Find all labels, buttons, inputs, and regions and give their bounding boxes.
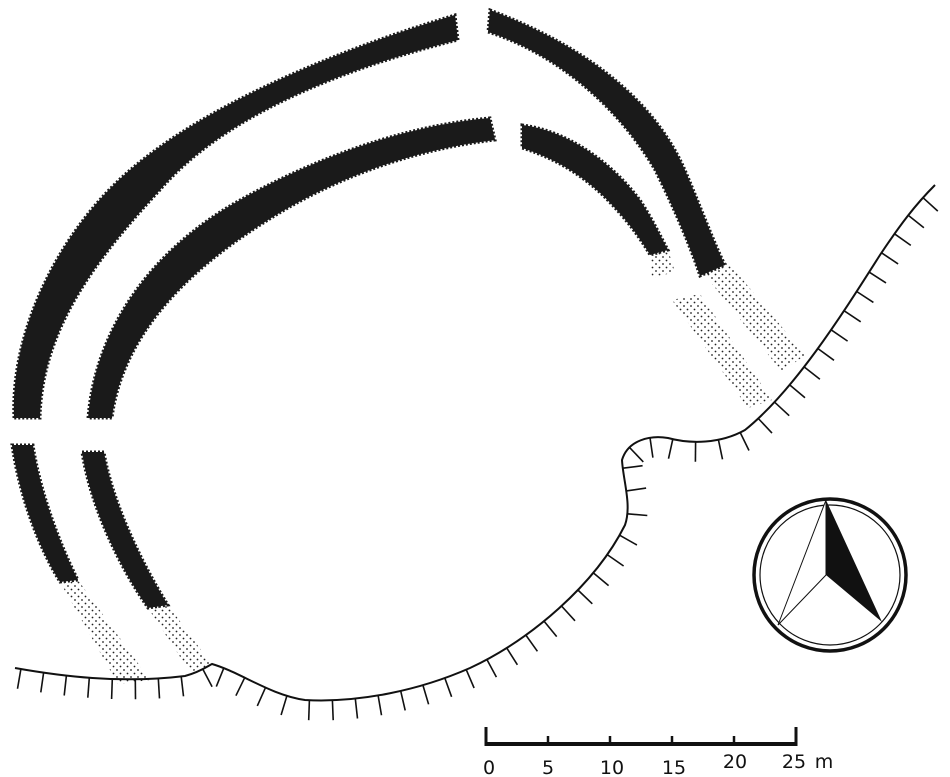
scale-unit-label: m	[815, 751, 834, 773]
hachure-tick	[649, 437, 654, 458]
hachure-tick	[803, 366, 821, 380]
hachure-tick	[354, 698, 359, 719]
north-arrow-ring	[752, 497, 908, 653]
hachure-tick	[525, 634, 539, 652]
outer-bank-southwest	[10, 443, 81, 584]
stippled-bank-east-inner	[672, 294, 772, 408]
scale-label-10: 10	[600, 757, 624, 777]
hachure-tick	[63, 675, 68, 696]
hachure-tick	[789, 384, 806, 399]
scale-label-25: 25	[782, 751, 806, 773]
stippled-bank-northeast-inner	[650, 250, 675, 278]
hachure-tick	[592, 572, 610, 587]
hachure-tick	[856, 290, 874, 304]
hachure-tick	[894, 233, 912, 247]
hachure-tick	[560, 605, 576, 622]
hachure-tick	[16, 668, 22, 689]
scale-label-0: 0	[483, 757, 495, 777]
hachure-tick	[399, 690, 406, 711]
hachure-tick	[256, 687, 267, 707]
hachure-tick	[606, 553, 625, 567]
outer-bank-northeast	[486, 7, 728, 279]
north-arrow	[752, 497, 908, 653]
hachure-tick	[868, 271, 887, 284]
hachure-tick	[202, 668, 213, 688]
inner-bank-southwest	[80, 450, 171, 610]
scarp-line	[14, 184, 936, 702]
hachure-tick	[215, 667, 225, 687]
hachure-tick	[773, 401, 790, 417]
hachure-tick	[627, 513, 648, 517]
hachure-tick	[444, 677, 453, 698]
hachure-tick	[622, 464, 643, 469]
hachure-tick	[543, 620, 558, 638]
hachure-tick	[739, 432, 750, 451]
hachure-tick	[506, 647, 519, 666]
hachure-tick	[307, 700, 311, 721]
inner-bank-northwest	[86, 116, 497, 420]
hachure-tick	[422, 684, 430, 705]
stippled-bank-southwest-inner	[148, 605, 212, 672]
hachure-tick	[922, 197, 939, 212]
stippled-bank-southwest-outer	[60, 580, 150, 684]
hachure-tick	[331, 700, 334, 721]
hachure-tick	[817, 347, 835, 361]
hachure-tick	[843, 310, 862, 323]
hachure-tick	[881, 252, 899, 265]
scale-label-20: 20	[723, 751, 747, 773]
scale-label-15: 15	[662, 757, 686, 777]
north-arrow-light-half	[777, 499, 827, 626]
hachure-tick	[907, 214, 925, 229]
scale-label-5: 5	[542, 757, 554, 777]
north-arrow-dark-half	[826, 500, 882, 622]
hachure-tick	[626, 487, 647, 492]
hachure-tick	[717, 439, 724, 460]
hachure-tick	[87, 677, 91, 698]
hachure-tick	[486, 659, 498, 678]
north-arrow-inner-ring	[759, 504, 901, 646]
scarp-hachures	[16, 197, 939, 721]
hachure-tick	[757, 417, 773, 434]
hachure-tick	[180, 676, 185, 697]
hachure-tick	[465, 669, 475, 689]
hachure-tick	[628, 446, 644, 463]
hachure-tick	[40, 672, 45, 693]
hachure-tick	[235, 677, 246, 697]
hachure-tick	[830, 329, 849, 342]
outer-bank-northwest	[12, 13, 460, 420]
hachure-tick	[619, 534, 638, 546]
hachure-tick	[157, 678, 161, 699]
scale-bar: 0 5 10 15 20 25 m	[483, 727, 833, 777]
hachure-tick	[577, 589, 593, 605]
hachure-tick	[667, 439, 674, 459]
hachure-tick	[110, 678, 114, 700]
stippled-bank-east-outer	[705, 262, 805, 372]
hachure-tick	[280, 695, 288, 716]
hachure-tick	[377, 695, 383, 716]
